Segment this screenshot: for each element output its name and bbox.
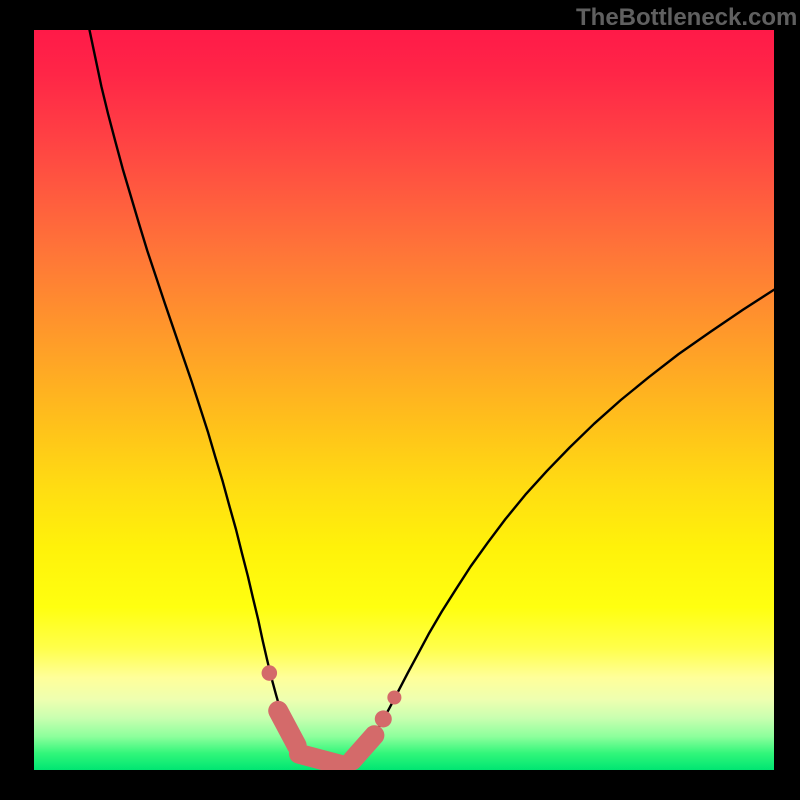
gradient-background <box>34 30 774 770</box>
marker-dot <box>387 690 401 704</box>
plot-svg <box>0 0 800 800</box>
watermark-text: TheBottleneck.com <box>576 4 797 32</box>
marker-dot <box>375 710 392 727</box>
marker-dot <box>262 665 278 681</box>
marker-segment <box>299 754 343 766</box>
